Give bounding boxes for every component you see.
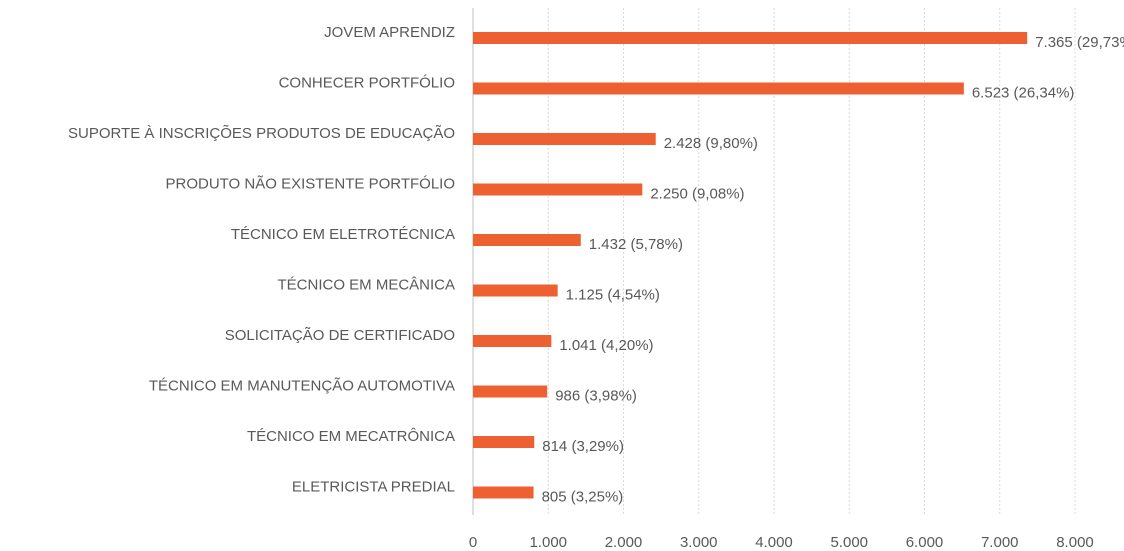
x-tick-label: 4.000 [755, 534, 793, 551]
x-tick-label: 6.000 [906, 534, 944, 551]
bar [473, 183, 643, 196]
y-tick-label: TÉCNICO EM MECATRÔNICA [247, 428, 455, 445]
value-label: 6.523 (26,34%) [972, 84, 1075, 101]
bar [473, 335, 552, 347]
value-label: 2.250 (9,08%) [650, 185, 744, 202]
value-label: 805 (3,25%) [542, 488, 624, 505]
bar [473, 234, 581, 246]
y-tick-label: TÉCNICO EM ELETROTÉCNICA [231, 226, 455, 243]
bar [473, 436, 535, 448]
value-label: 1.125 (4,54%) [566, 286, 660, 303]
bar [473, 32, 1028, 44]
x-tick-label: 5.000 [830, 534, 868, 551]
bar [473, 82, 964, 95]
value-label: 1.041 (4,20%) [559, 337, 653, 354]
x-tick-label: 8.000 [1056, 534, 1094, 551]
x-tick-label: 7.000 [981, 534, 1019, 551]
x-tick-label: 3.000 [680, 534, 718, 551]
value-label: 2.428 (9,80%) [664, 135, 758, 152]
value-label: 814 (3,29%) [542, 438, 624, 455]
bar [473, 133, 656, 145]
value-label: 986 (3,98%) [555, 387, 637, 404]
x-tick-label: 2.000 [605, 534, 643, 551]
y-tick-label: CONHECER PORTFÓLIO [279, 74, 455, 91]
bar [473, 486, 534, 499]
bar [473, 284, 558, 297]
y-tick-label: TÉCNICO EM MECÂNICA [277, 276, 455, 293]
y-tick-label: SOLICITAÇÃO DE CERTIFICADO [225, 327, 455, 344]
value-label: 7.365 (29,73%) [1035, 34, 1124, 51]
y-tick-label: PRODUTO NÃO EXISTENTE PORTFÓLIO [166, 175, 456, 192]
y-tick-label: ELETRICISTA PREDIAL [292, 478, 455, 495]
value-label: 1.432 (5,78%) [589, 236, 683, 253]
bar [473, 385, 548, 398]
y-tick-label: TÉCNICO EM MANUTENÇÃO AUTOMOTIVA [149, 377, 455, 394]
y-tick-label: SUPORTE À INSCRIÇÕES PRODUTOS DE EDUCAÇÃ… [68, 125, 455, 142]
x-tick-label: 1.000 [529, 534, 567, 551]
x-tick-label: 0 [469, 534, 477, 551]
y-tick-label: JOVEM APRENDIZ [324, 24, 455, 41]
